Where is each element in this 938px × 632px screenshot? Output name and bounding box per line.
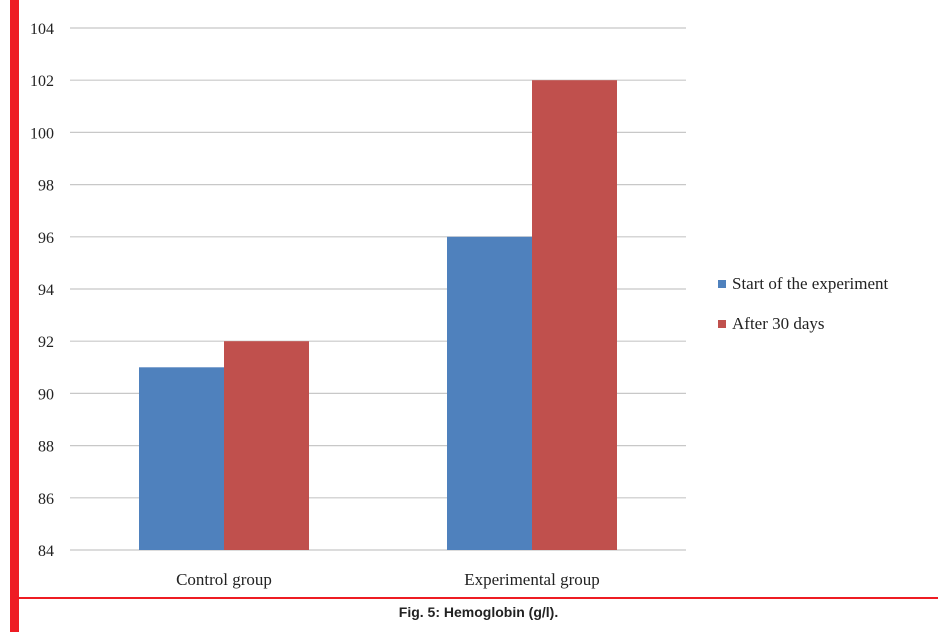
bars [139, 80, 617, 551]
y-tick-label: 104 [30, 21, 54, 38]
bar-after-0 [224, 341, 309, 550]
legend-item-start: Start of the experiment [718, 274, 888, 294]
left-red-rule [10, 0, 19, 632]
legend-item-after: After 30 days [718, 314, 888, 334]
bar-start-0 [139, 367, 224, 550]
x-axis-labels: Control group Experimental group [176, 570, 600, 589]
legend-label-start: Start of the experiment [732, 274, 889, 293]
y-tick-label: 100 [30, 125, 54, 142]
y-tick-label: 98 [38, 178, 54, 195]
legend-label-after: After 30 days [732, 314, 825, 333]
legend-swatch-start [718, 280, 726, 288]
y-tick-label: 94 [38, 282, 54, 299]
legend-swatch-after [718, 320, 726, 328]
y-tick-label: 88 [38, 439, 54, 456]
figure-caption: Fig. 5: Hemoglobin (g/l). [398, 604, 559, 620]
y-axis-ticks: 84 86 88 90 92 94 96 98 100 102 104 [30, 21, 54, 560]
y-tick-label: 102 [30, 73, 54, 90]
x-tick-label: Control group [176, 570, 272, 589]
legend: Start of the experiment After 30 days [718, 274, 888, 354]
x-tick-label: Experimental group [464, 570, 600, 589]
bottom-red-rule [19, 597, 938, 599]
y-tick-label: 90 [38, 386, 54, 403]
y-tick-label: 86 [38, 491, 54, 508]
y-tick-label: 96 [38, 230, 54, 247]
bar-chart: 84 86 88 90 92 94 96 98 100 102 104 Control group E… [30, 21, 686, 589]
bar-after-1 [532, 80, 617, 550]
bar-start-1 [447, 236, 532, 551]
y-tick-label: 84 [38, 543, 54, 560]
y-tick-label: 92 [38, 334, 54, 351]
